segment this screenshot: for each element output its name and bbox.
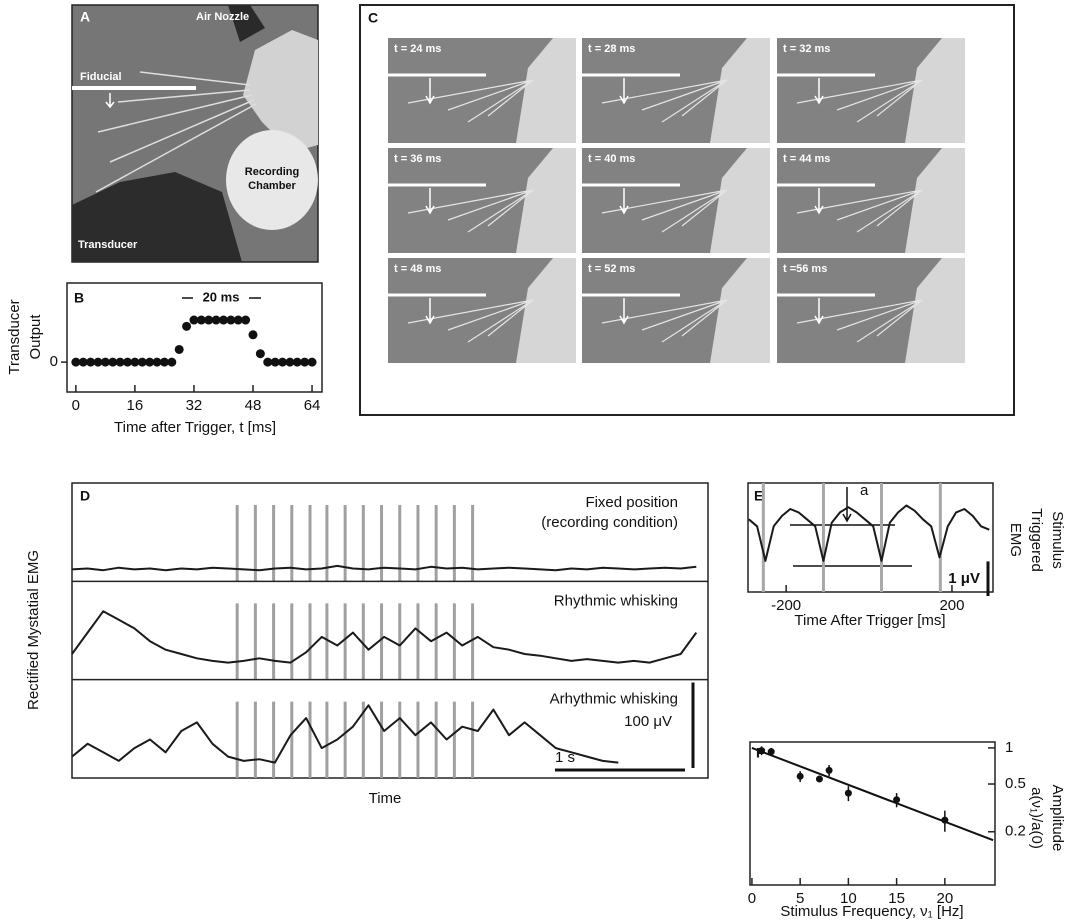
frame-time: t = 44 ms (783, 153, 830, 165)
y-tick-label: 0.2 (1005, 823, 1026, 840)
scale-bar-label: 1 μV (948, 570, 980, 587)
x-tick-label: 0 (72, 397, 80, 414)
point (816, 776, 823, 783)
x-tick-label: 10 (840, 890, 857, 907)
point (941, 817, 948, 824)
label: Transducer (78, 239, 138, 251)
frame-time: t = 24 ms (394, 43, 441, 55)
frame: t = 28 ms (582, 38, 770, 143)
trace (72, 611, 696, 662)
frame-time: t = 28 ms (588, 43, 635, 55)
point (845, 790, 852, 797)
frame: t = 32 ms (777, 38, 965, 143)
frame-time: t = 48 ms (394, 263, 441, 275)
figure: Air Nozzle Fiducial Recording Chamber Tr… (0, 0, 1083, 920)
x-tick-label: 64 (304, 397, 321, 414)
x-tick-label: 16 (127, 397, 144, 414)
scale-bar-label: 1 s (555, 749, 575, 766)
label: Fiducial (80, 71, 122, 83)
trace (72, 566, 696, 570)
x-axis-label: Time After Trigger [ms] (794, 612, 945, 629)
point (893, 796, 900, 803)
label: Recording (245, 166, 299, 178)
series-label: Rhythmic whisking (554, 592, 678, 609)
panel-c: C t = 24 ms t = 28 ms t = 32 ms t = 36 ms t … (360, 5, 1014, 415)
frame-time: t = 52 ms (588, 263, 635, 275)
y-axis-label: a(ν₁)/a(0) (1028, 787, 1045, 849)
panel-letter: D (80, 488, 90, 504)
frame: t =56 ms (777, 258, 965, 363)
panel-a: Air Nozzle Fiducial Recording Chamber Tr… (72, 5, 318, 262)
y-axis-label: EMG (1007, 523, 1024, 557)
arrow (843, 487, 851, 521)
annotation: a (860, 482, 869, 499)
point (167, 358, 176, 367)
point (826, 767, 833, 774)
frame: t = 40 ms (582, 148, 770, 253)
point (182, 322, 191, 331)
fit-line (752, 748, 993, 840)
panel-e-deco (790, 487, 912, 566)
y-axis-label: Rectified Mystatial EMG (25, 550, 42, 710)
frame: t = 48 ms (388, 258, 576, 363)
x-tick-label: 0 (748, 890, 756, 907)
y-axis-label: Amplitude (1049, 785, 1066, 852)
frame-time: t =56 ms (783, 263, 827, 275)
x-axis-label: Time (369, 790, 402, 807)
y-tick-label: 1 (1005, 739, 1013, 756)
plot-frame (67, 283, 322, 392)
frame: t = 44 ms (777, 148, 965, 253)
point (241, 316, 250, 325)
point (175, 345, 184, 354)
page: Air Nozzle Fiducial Recording Chamber Tr… (0, 0, 1083, 920)
x-tick-label: 200 (939, 597, 964, 614)
x-tick-label: 32 (186, 397, 203, 414)
frame: t = 36 ms (388, 148, 576, 253)
x-tick-label: 15 (888, 890, 905, 907)
y-axis-label: Transducer (6, 299, 23, 374)
trace (749, 506, 990, 561)
point (308, 358, 317, 367)
point (248, 330, 257, 339)
point (758, 747, 765, 754)
label: Chamber (248, 180, 296, 192)
frame-time: t = 32 ms (783, 43, 830, 55)
panel-letter: A (80, 9, 90, 25)
y-axis-label: Output (27, 314, 44, 360)
frame: t = 52 ms (582, 258, 770, 363)
x-axis-label: Time after Trigger, t [ms] (114, 419, 276, 436)
x-tick-label: 5 (796, 890, 804, 907)
x-tick-label: -200 (771, 597, 801, 614)
point (797, 773, 804, 780)
series-label: Arhythmic whisking (550, 691, 678, 708)
y-tick-label: 0 (50, 353, 58, 370)
panel-letter: B (74, 290, 84, 306)
plot-frame (750, 742, 995, 885)
panel-letter: C (368, 10, 378, 26)
frame-time: t = 36 ms (394, 153, 441, 165)
point (256, 349, 265, 358)
x-tick-label: 20 (936, 890, 953, 907)
label: Air Nozzle (196, 11, 249, 23)
y-axis-label: Stimulus (1049, 511, 1066, 569)
point (768, 748, 775, 755)
annotation: 20 ms (203, 289, 240, 304)
series-label: Fixed position (585, 494, 678, 511)
frame-time: t = 40 ms (588, 153, 635, 165)
y-axis-label: Triggered (1028, 508, 1045, 572)
y-tick-label: 0.5 (1005, 775, 1026, 792)
series-subtitle: (recording condition) (541, 514, 678, 531)
scale-bar-label: 100 μV (624, 713, 672, 730)
x-tick-label: 48 (245, 397, 262, 414)
frame: t = 24 ms (388, 38, 576, 143)
